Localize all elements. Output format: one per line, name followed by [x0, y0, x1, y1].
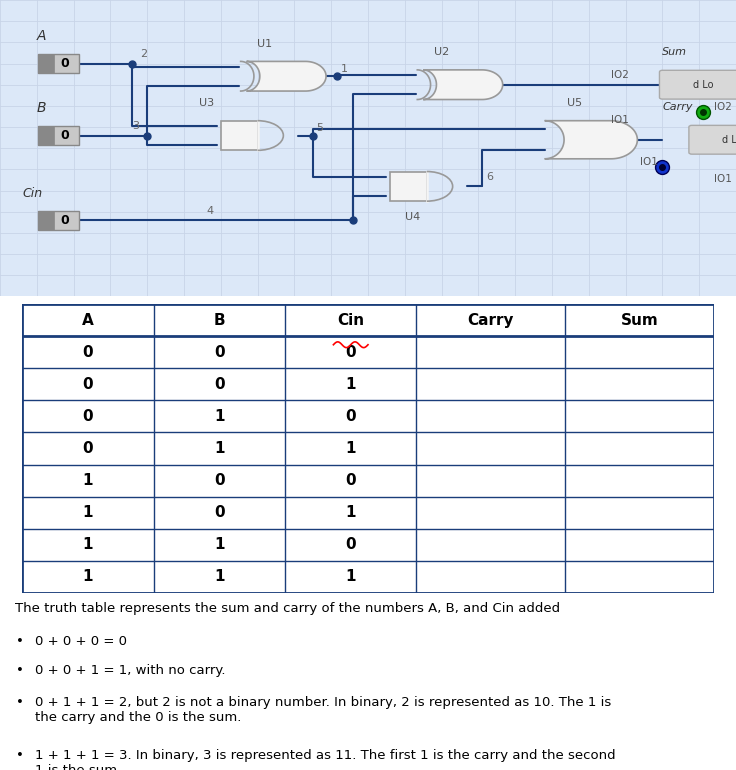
Text: U2: U2 [434, 47, 449, 57]
Text: 6: 6 [486, 172, 493, 182]
Text: 0: 0 [214, 473, 224, 488]
Text: U1: U1 [258, 38, 272, 49]
Text: Sum: Sum [620, 313, 659, 328]
Text: •: • [16, 695, 24, 708]
Text: U5: U5 [567, 98, 581, 108]
Text: 0: 0 [214, 377, 224, 392]
Text: 1: 1 [345, 377, 356, 392]
Text: 1: 1 [341, 64, 348, 74]
Text: 0: 0 [345, 537, 356, 552]
Text: 1: 1 [214, 441, 224, 456]
Text: 1: 1 [214, 569, 224, 584]
Text: U4: U4 [405, 213, 420, 223]
Text: 0: 0 [60, 214, 69, 226]
Text: 0 + 0 + 0 = 0: 0 + 0 + 0 = 0 [35, 635, 127, 648]
Text: Carry: Carry [662, 102, 693, 112]
Text: Cin: Cin [22, 187, 42, 200]
FancyBboxPatch shape [689, 126, 736, 154]
FancyBboxPatch shape [38, 126, 79, 145]
Text: IO1: IO1 [611, 115, 629, 125]
Text: 4: 4 [206, 206, 213, 216]
Text: 1: 1 [214, 409, 224, 424]
Text: 0: 0 [82, 345, 93, 360]
Polygon shape [545, 121, 637, 159]
Text: 0: 0 [60, 57, 69, 70]
Text: Sum: Sum [662, 47, 687, 57]
Text: A: A [37, 29, 46, 43]
Text: Carry: Carry [467, 313, 514, 328]
Text: 1: 1 [82, 473, 93, 488]
Text: 3: 3 [132, 121, 140, 131]
Polygon shape [390, 172, 427, 201]
Polygon shape [423, 70, 503, 99]
Text: 0 + 1 + 1 = 2, but 2 is not a binary number. In binary, 2 is represented as 10. : 0 + 1 + 1 = 2, but 2 is not a binary num… [35, 695, 612, 724]
FancyBboxPatch shape [659, 70, 736, 99]
FancyBboxPatch shape [38, 126, 54, 145]
Text: IO2: IO2 [611, 70, 629, 80]
Text: 1: 1 [82, 505, 93, 521]
Text: B: B [37, 101, 46, 116]
Text: U3: U3 [199, 98, 213, 108]
Text: 0: 0 [82, 377, 93, 392]
FancyBboxPatch shape [38, 211, 54, 229]
Text: The truth table represents the sum and carry of the numbers A, B, and Cin added: The truth table represents the sum and c… [15, 602, 560, 614]
Text: 1: 1 [82, 537, 93, 552]
Text: 5: 5 [316, 123, 324, 133]
Text: •: • [16, 748, 24, 762]
Text: 1 + 1 + 1 = 3. In binary, 3 is represented as 11. The first 1 is the carry and t: 1 + 1 + 1 = 3. In binary, 3 is represent… [35, 748, 616, 770]
Polygon shape [221, 121, 258, 150]
Text: 1: 1 [82, 569, 93, 584]
Text: 1: 1 [214, 537, 224, 552]
FancyBboxPatch shape [38, 211, 79, 229]
Text: IO1: IO1 [714, 174, 732, 184]
Text: •: • [16, 664, 24, 677]
FancyBboxPatch shape [38, 54, 79, 73]
Text: 1: 1 [345, 505, 356, 521]
Text: B: B [213, 313, 225, 328]
Text: 1: 1 [345, 441, 356, 456]
Text: 0: 0 [214, 345, 224, 360]
Text: Cin: Cin [337, 313, 364, 328]
Text: 0: 0 [82, 441, 93, 456]
Text: 0 + 0 + 1 = 1, with no carry.: 0 + 0 + 1 = 1, with no carry. [35, 664, 226, 677]
FancyBboxPatch shape [38, 54, 54, 73]
Text: 1: 1 [345, 569, 356, 584]
Text: 0: 0 [345, 473, 356, 488]
Text: 2: 2 [140, 49, 147, 59]
Text: 0: 0 [60, 129, 69, 142]
Text: d Lo: d Lo [693, 80, 713, 89]
Text: d Lo: d Lo [722, 135, 736, 145]
Text: 0: 0 [214, 505, 224, 521]
Text: IO2: IO2 [714, 102, 732, 112]
Text: A: A [82, 313, 93, 328]
Text: 0: 0 [82, 409, 93, 424]
Text: •: • [16, 635, 24, 648]
Text: 0: 0 [345, 345, 356, 360]
Text: 0: 0 [345, 409, 356, 424]
Polygon shape [247, 62, 326, 91]
Text: IO1: IO1 [640, 157, 658, 167]
FancyBboxPatch shape [22, 304, 714, 593]
